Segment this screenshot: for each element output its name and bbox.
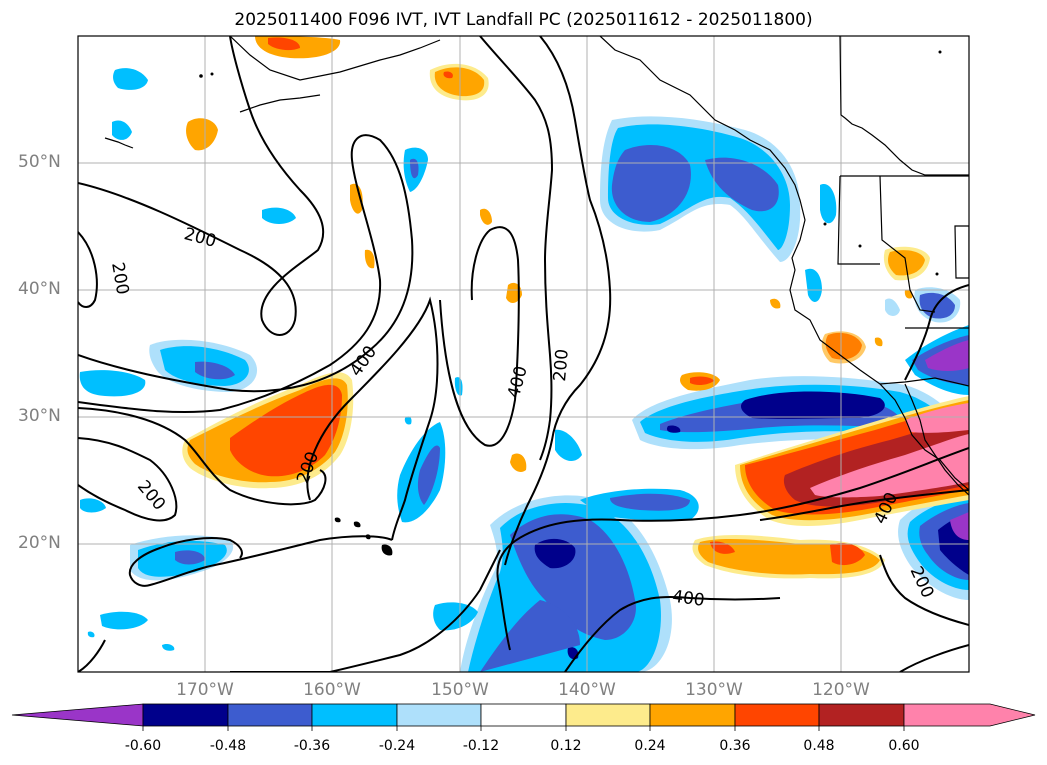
- colorbar-extend-high: [903, 703, 1036, 727]
- colorbar-tick-label: -0.36: [293, 738, 331, 754]
- coastlines: [104, 36, 969, 496]
- lon-label-170w: 170°W: [176, 680, 234, 700]
- colorbar-tick-label: -0.60: [124, 738, 162, 754]
- contour-label: 200: [550, 348, 573, 382]
- lat-label-50n: 50°N: [18, 152, 61, 172]
- colorbar-tick-label: 0.60: [888, 738, 920, 754]
- positive-anomaly-shading: [182, 36, 969, 579]
- lat-label-30n: 30°N: [18, 406, 61, 426]
- colorbar-tick-label: -0.48: [209, 738, 247, 754]
- lon-label-130w: 130°W: [685, 680, 743, 700]
- colorbar-tick-label: 0.24: [634, 738, 666, 754]
- map-frame: [77, 35, 970, 673]
- colorbar-tick-label: 0.48: [803, 738, 835, 754]
- colorbar-tick-label: 0.36: [719, 738, 751, 754]
- map-title: 2025011400 F096 IVT, IVT Landfall PC (20…: [234, 10, 813, 30]
- map-panel: 200 200 400 200 200 400 200 400 400 200: [78, 36, 969, 672]
- lat-label-20n: 20°N: [18, 533, 61, 553]
- colorbar-extend-low: [11, 703, 144, 727]
- lon-label-120w: 120°W: [812, 680, 870, 700]
- colorbar-tick-label: -0.24: [378, 738, 416, 754]
- colorbar-tick-label: -0.12: [462, 738, 500, 754]
- lon-label-150w: 150°W: [431, 680, 489, 700]
- lon-label-140w: 140°W: [558, 680, 616, 700]
- colorbar-tick-label: 0.12: [550, 738, 582, 754]
- contour-label: 400: [671, 587, 706, 611]
- lat-label-40n: 40°N: [18, 279, 61, 299]
- lon-label-160w: 160°W: [303, 680, 361, 700]
- ivt-contours: [78, 36, 969, 672]
- graticule: [78, 36, 969, 672]
- colorbar: [11, 703, 1036, 731]
